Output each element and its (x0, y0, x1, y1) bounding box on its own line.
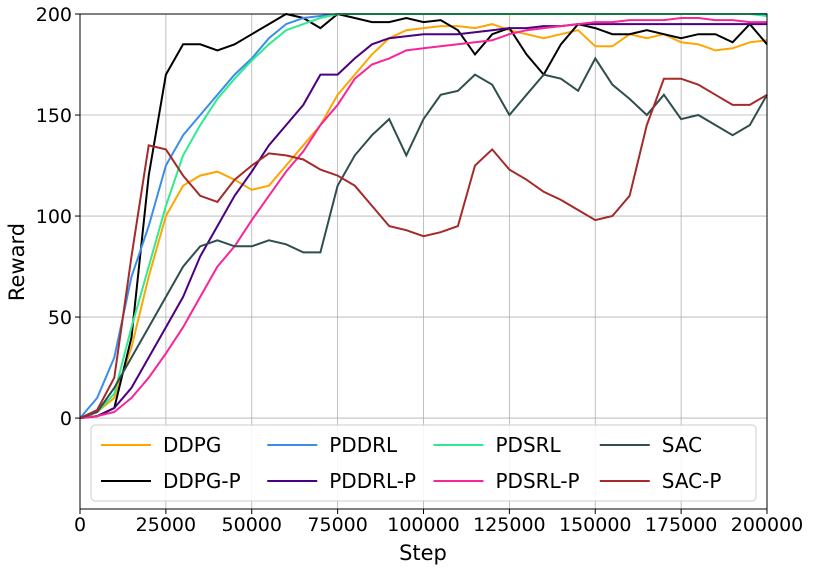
x-tick-label: 125000 (473, 514, 546, 536)
legend-label: DDPG-P (163, 469, 241, 493)
y-tick-label: 100 (36, 206, 72, 228)
series-line (79, 23, 768, 420)
x-tick-label: 200000 (731, 514, 804, 536)
x-tick-label: 175000 (645, 514, 718, 536)
legend-box (90, 424, 757, 502)
y-tick-label: 150 (36, 105, 72, 127)
x-tick-label: 0 (74, 514, 86, 536)
y-tick-label: 50 (48, 307, 72, 329)
series-line (79, 23, 767, 420)
legend-label: DDPG (163, 433, 221, 457)
legend-label: PDSRL (496, 433, 562, 457)
legend-label: PDDRL-P (329, 469, 416, 493)
legend-label: PDSRL-P (496, 469, 580, 493)
legend-label: SAC-P (662, 469, 722, 493)
x-tick-label: 100000 (387, 514, 460, 536)
plot-frame (79, 13, 768, 510)
x-tick-label: 25000 (136, 514, 196, 536)
x-tick-label: 75000 (307, 514, 367, 536)
x-tick-label: 150000 (559, 514, 632, 536)
legend-label: SAC (662, 433, 702, 457)
legend-label: PDDRL (329, 433, 398, 457)
y-tick-label: 200 (36, 4, 72, 26)
y-tick-label: 0 (60, 408, 72, 430)
series-line (79, 77, 768, 420)
legend: DDPG DDPG-P PDDRL PDDRL-P PDSRL PDSRL-P SAC SAC… (90, 424, 757, 502)
series-line (79, 12, 768, 420)
y-axis-label: Reward (5, 223, 29, 301)
x-axis-label: Step (399, 541, 447, 565)
series-line (79, 17, 767, 420)
x-tick-label: 50000 (222, 514, 282, 536)
